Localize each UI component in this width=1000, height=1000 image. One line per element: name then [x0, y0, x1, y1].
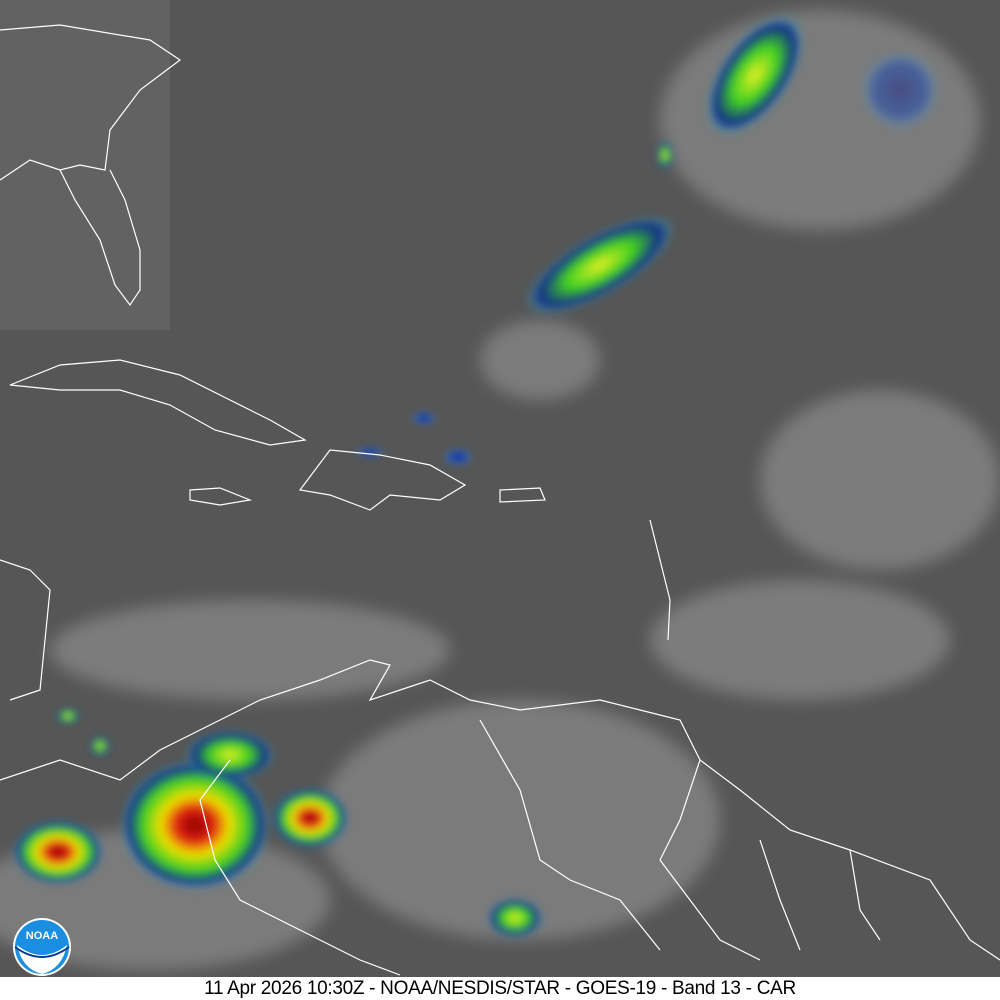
warm-cloud-layer [0, 10, 1000, 970]
noaa-logo-text: NOAA [26, 930, 58, 942]
satellite-imagery [0, 0, 1000, 976]
caption-bar: 11 Apr 2026 10:30Z - NOAA/NESDIS/STAR - … [0, 977, 1000, 1000]
image-caption: 11 Apr 2026 10:30Z - NOAA/NESDIS/STAR - … [204, 978, 796, 999]
noaa-logo-icon: NOAA [12, 917, 72, 977]
coastlines [0, 24, 1000, 976]
cold-cloud-tops [13, 14, 940, 938]
land-area-us [0, 0, 170, 330]
